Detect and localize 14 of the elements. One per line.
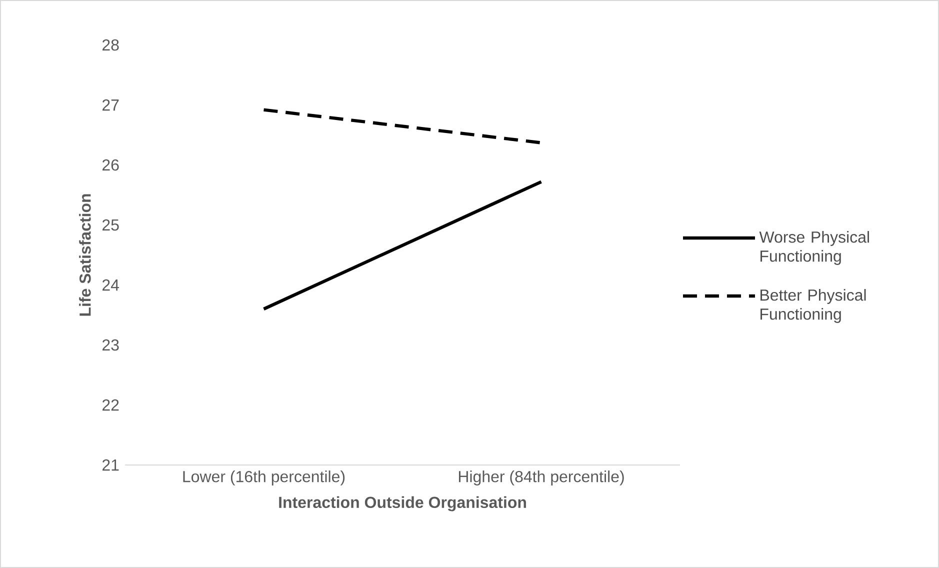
y-axis-title: Life Satisfaction [79,194,91,316]
x-tick-label: Higher (84th percentile) [458,470,624,486]
x-tick-label: Lower (16th percentile) [183,470,345,486]
y-tick-label: 25 [102,219,119,231]
y-tick-label: 21 [102,459,119,471]
y-tick-label: 23 [102,339,119,351]
y-tick-label: 27 [102,99,119,111]
y-tick-label: 28 [102,39,119,51]
legend-label: Worse Physical Functioning [759,231,869,265]
x-axis-title: Interaction Outside Organisation [279,496,526,512]
y-tick-label: 24 [102,279,120,291]
y-tick-label: 26 [102,159,119,171]
legend-label: Better Physical Functioning [760,289,866,323]
y-tick-label: 22 [102,399,119,411]
